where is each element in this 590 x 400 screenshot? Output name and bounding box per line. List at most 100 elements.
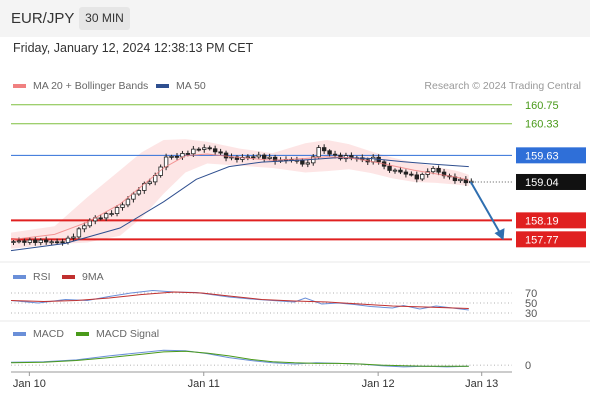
rsi-level-label: 50 <box>525 298 537 310</box>
level-label: 160.75 <box>525 100 559 112</box>
candle-body <box>387 165 392 171</box>
chart-header: EUR/JPY 30 MIN <box>0 0 590 37</box>
legend-macd: MACD <box>13 328 64 340</box>
legend-9ma-label: 9MA <box>82 271 104 283</box>
candle-body <box>120 204 125 208</box>
candle-body <box>392 169 398 172</box>
candle-body <box>218 151 223 154</box>
legend-rsi: RSI <box>13 271 51 283</box>
forecast-arrow <box>469 181 501 233</box>
bollinger-band <box>11 139 469 249</box>
candle-body <box>109 213 114 215</box>
forecast-arrowhead <box>494 228 505 241</box>
candle-body <box>169 155 174 158</box>
level-label: 157.77 <box>525 234 559 246</box>
macd-line <box>10 349 469 368</box>
candle-body <box>60 241 65 244</box>
candle-body <box>71 236 76 239</box>
candle-body <box>196 148 201 151</box>
legend-macd-label: MACD <box>33 328 64 340</box>
candle-body <box>22 240 27 243</box>
legend-swatch <box>76 332 89 336</box>
candle-body <box>38 239 43 243</box>
candle-body <box>131 193 136 200</box>
rsi-ma-line <box>10 291 469 309</box>
candle-body <box>409 173 414 176</box>
candle-body <box>245 156 251 159</box>
legend-swatch <box>62 275 75 279</box>
legend-swatch <box>13 275 26 279</box>
legend-ma50: MA 50 <box>156 80 206 92</box>
pivot-badge <box>516 147 586 164</box>
legend-swatch <box>156 84 169 88</box>
candle-body <box>212 148 218 153</box>
candle-body <box>420 174 425 180</box>
candle-body <box>49 241 54 244</box>
legend-swatch <box>13 84 26 88</box>
macd-zero-label: 0 <box>525 360 531 372</box>
support-badge <box>516 231 586 248</box>
ma50-line <box>10 157 469 252</box>
candle-body <box>327 150 332 155</box>
legend-ma20: MA 20 + Bollinger Bands <box>13 80 148 92</box>
candle-body <box>185 153 191 155</box>
candle-body <box>174 155 180 158</box>
candle-body <box>191 148 196 155</box>
candle-body <box>398 169 403 173</box>
candle-body <box>114 207 120 214</box>
candle-body <box>147 181 152 184</box>
candle-body <box>98 217 103 220</box>
candle-body <box>261 154 267 159</box>
candle-body <box>27 239 33 243</box>
candle-body <box>441 171 447 177</box>
candle-body <box>136 190 142 195</box>
legend-9ma: 9MA <box>62 271 104 283</box>
candle-body <box>256 154 261 158</box>
legend-ma20-label: MA 20 + Bollinger Bands <box>33 80 149 92</box>
level-label: 160.33 <box>525 119 559 131</box>
candle-body <box>251 156 256 159</box>
candle-body <box>267 156 272 159</box>
candle-body <box>436 167 441 173</box>
candle-body <box>11 241 16 243</box>
x-tick-label: Jan 13 <box>465 378 498 390</box>
candle-body <box>202 147 207 150</box>
legend-macd-signal-label: MACD Signal <box>96 328 160 340</box>
legend-macd-signal: MACD Signal <box>76 328 159 340</box>
x-tick-label: Jan 12 <box>362 378 395 390</box>
candle-body <box>403 171 409 175</box>
legend-ma50-label: MA 50 <box>176 80 206 92</box>
last-price-badge <box>516 173 586 190</box>
candle-body <box>158 166 163 176</box>
legend-swatch <box>13 332 26 336</box>
candle-body <box>103 213 109 219</box>
candle-body <box>300 159 305 165</box>
rsi-level-label: 30 <box>525 308 537 320</box>
rsi-level-label: 70 <box>525 288 537 300</box>
candle-body <box>125 198 131 206</box>
legend-rsi-label: RSI <box>33 271 51 283</box>
level-label: 159.63 <box>525 150 559 162</box>
timestamp: Friday, January 12, 2024 12:38:13 PM CET <box>13 41 254 55</box>
macd-signal-line <box>10 350 469 367</box>
level-label: 159.04 <box>525 177 559 189</box>
candle-body <box>332 153 338 156</box>
candle-body <box>316 147 321 158</box>
support-badge <box>516 212 586 229</box>
ma20-line <box>10 153 469 241</box>
candle-body <box>207 147 212 150</box>
candle-body <box>305 162 310 165</box>
credit-text: Research © 2024 Trading Central <box>424 80 581 92</box>
timeframe-button[interactable]: 30 MIN <box>79 7 130 30</box>
candle-body <box>54 241 60 244</box>
candle-body <box>414 174 419 180</box>
candle-body <box>44 239 49 243</box>
level-label: 158.19 <box>525 215 559 227</box>
candle-body <box>321 147 327 152</box>
candle-body <box>16 240 22 243</box>
candle-body <box>33 239 38 243</box>
candle-body <box>76 228 82 238</box>
candle-body <box>82 225 87 230</box>
candle-body <box>458 178 463 182</box>
